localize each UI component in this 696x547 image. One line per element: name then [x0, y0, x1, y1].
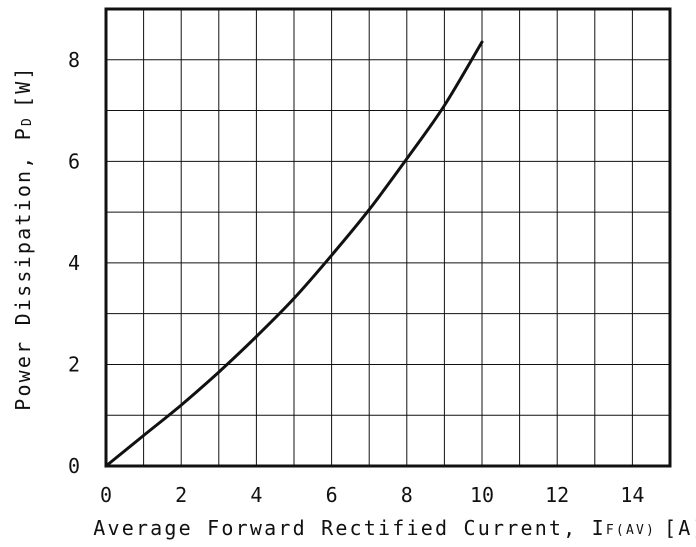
series-line-0	[104, 40, 484, 468]
x-axis-label-subscript: F(AV)	[606, 523, 656, 538]
y-axis-label: Power Dissipation, PD [W]	[11, 65, 35, 411]
grid	[106, 9, 670, 466]
y-tick-label: 0	[68, 454, 80, 478]
x-tick-label: 0	[100, 483, 112, 507]
x-axis-label: Average Forward Rectified Current, IF(AV…	[93, 516, 696, 540]
y-axis-label-unit: [W]	[11, 65, 35, 108]
x-tick-label: 14	[620, 483, 644, 507]
y-tick-label: 2	[68, 352, 80, 376]
y-tick-label: 8	[68, 48, 80, 72]
x-axis-label-unit: [A]	[664, 516, 696, 540]
y-tick-label: 6	[68, 149, 80, 173]
x-tick-label: 6	[326, 483, 338, 507]
y-tick-label: 4	[68, 251, 80, 275]
y-axis-label-subscript: D	[20, 116, 35, 126]
plot-frame	[104, 7, 672, 468]
x-tick-label: 10	[470, 483, 494, 507]
x-tick-label: 8	[401, 483, 413, 507]
x-tick-label: 2	[175, 483, 187, 507]
series-curve	[104, 40, 484, 468]
x-tick-label: 4	[250, 483, 262, 507]
x-tick-labels: 0 2 4 6 8 10 12 14	[100, 483, 644, 507]
x-tick-label: 12	[545, 483, 569, 507]
y-tick-labels: 0 2 4 6 8	[68, 48, 80, 478]
x-axis-label-main: Average Forward Rectified Current, I	[93, 516, 606, 540]
y-axis-label-main: Power Dissipation, P	[11, 126, 35, 411]
